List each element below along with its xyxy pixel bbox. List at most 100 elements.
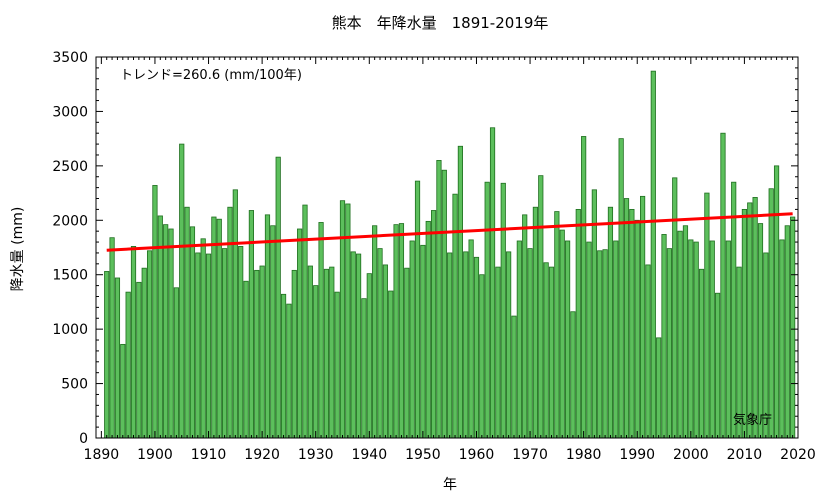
bar-1912 (216, 218, 222, 439)
bar-1938 (355, 253, 362, 439)
bar-1936 (345, 203, 351, 439)
x-tick-label: 1990 (619, 447, 655, 463)
bar-2000 (688, 239, 694, 439)
bar-2005 (715, 292, 721, 439)
bar-1945 (393, 224, 399, 439)
bar-1993 (650, 70, 656, 439)
x-axis-label: 年 (443, 477, 457, 493)
bar-1986 (613, 240, 619, 439)
bar-1933 (329, 266, 335, 439)
y-tick-label: 1500 (52, 268, 88, 284)
bar-2010 (741, 208, 748, 439)
bar-1907 (189, 226, 196, 439)
bar-1902 (163, 224, 169, 439)
bar-2001 (693, 241, 699, 439)
bar-1895 (125, 291, 131, 439)
bar-1920 (259, 265, 265, 439)
y-tick-label: 3500 (52, 50, 88, 66)
bar-1903 (168, 228, 174, 439)
plot-frame (95, 56, 799, 439)
bar-1940 (366, 273, 372, 439)
bar-1959 (468, 239, 474, 439)
y-tick-label: 2500 (52, 159, 88, 175)
bar-2002 (698, 268, 705, 439)
bar-2003 (704, 192, 710, 439)
bar-1976 (559, 229, 565, 439)
y-axis: 0 500 1000 1500 2000 2500 3000 3500 (52, 50, 798, 447)
x-tick-label: 1890 (84, 447, 120, 463)
bar-1944 (388, 290, 394, 439)
bar-1950 (420, 244, 426, 439)
bar-2006 (720, 132, 726, 439)
bar-2015 (768, 188, 774, 439)
bar-1968 (516, 240, 522, 439)
x-tick-label: 1970 (512, 447, 548, 463)
bar-1984 (602, 249, 608, 439)
x-tick-label: 2010 (727, 447, 763, 463)
bar-2018 (784, 225, 790, 439)
bar-2014 (763, 252, 769, 439)
bar-1924 (280, 293, 287, 439)
bar-1991 (640, 195, 646, 439)
bar-1967 (511, 315, 517, 439)
bar-1995 (661, 234, 667, 439)
bar-1989 (629, 208, 635, 439)
bar-1946 (398, 223, 405, 439)
bar-1957 (457, 145, 463, 439)
bar-1988 (623, 198, 630, 439)
bar-1999 (682, 225, 689, 439)
bar-1949 (414, 180, 421, 439)
bar-1987 (618, 138, 624, 439)
bar-1990 (634, 219, 640, 439)
bar-1997 (672, 177, 678, 439)
bar-1901 (157, 215, 163, 439)
bar-1947 (404, 267, 410, 439)
x-tick-label: 1930 (298, 447, 334, 463)
bar-1931 (318, 222, 324, 439)
bar-2016 (773, 165, 780, 439)
bar-1955 (447, 252, 453, 439)
bar-1996 (666, 248, 672, 439)
bar-1975 (554, 211, 560, 439)
y-tick-label: 1000 (52, 322, 88, 338)
bar-1981 (586, 241, 592, 439)
bar-1923 (275, 156, 281, 439)
bar-1905 (179, 143, 185, 439)
bar-1939 (361, 298, 367, 439)
chart-title: 熊本 年降水量 1891-2019年 (332, 14, 549, 32)
bar-1937 (350, 251, 356, 439)
x-tick-label: 1910 (191, 447, 227, 463)
bar-2004 (709, 240, 715, 439)
bar-1911 (211, 216, 217, 439)
x-tick-label: 1920 (244, 447, 280, 463)
bar-1970 (527, 248, 533, 439)
bar-1941 (372, 225, 378, 439)
bar-1913 (222, 248, 228, 439)
y-tick-label: 3000 (52, 104, 88, 120)
bar-1972 (538, 175, 544, 439)
bar-1952 (431, 210, 437, 439)
x-tick-label: 1940 (351, 447, 387, 463)
bar-1898 (141, 267, 147, 439)
bar-1891 (104, 271, 110, 439)
bar-2017 (779, 239, 785, 439)
x-tick-label: 1950 (405, 447, 441, 463)
bar-2012 (752, 197, 758, 439)
x-axis: 1890 1900 1910 1920 1930 1940 1950 1960 1970 1980… (84, 57, 816, 463)
bar-1915 (232, 189, 238, 439)
bar-1916 (238, 246, 244, 439)
bar-1900 (152, 185, 158, 439)
bar-1963 (489, 127, 496, 439)
bar-2011 (747, 202, 753, 439)
bar-1918 (248, 210, 255, 439)
bar-1922 (270, 225, 276, 439)
y-tick-label: 500 (61, 377, 88, 393)
trend-line (106, 212, 793, 252)
bar-1893 (114, 277, 121, 439)
bar-1894 (120, 343, 126, 439)
bar-1943 (382, 264, 388, 439)
bar-1925 (286, 303, 292, 439)
bar-1914 (227, 206, 233, 439)
bar-1919 (254, 269, 260, 439)
